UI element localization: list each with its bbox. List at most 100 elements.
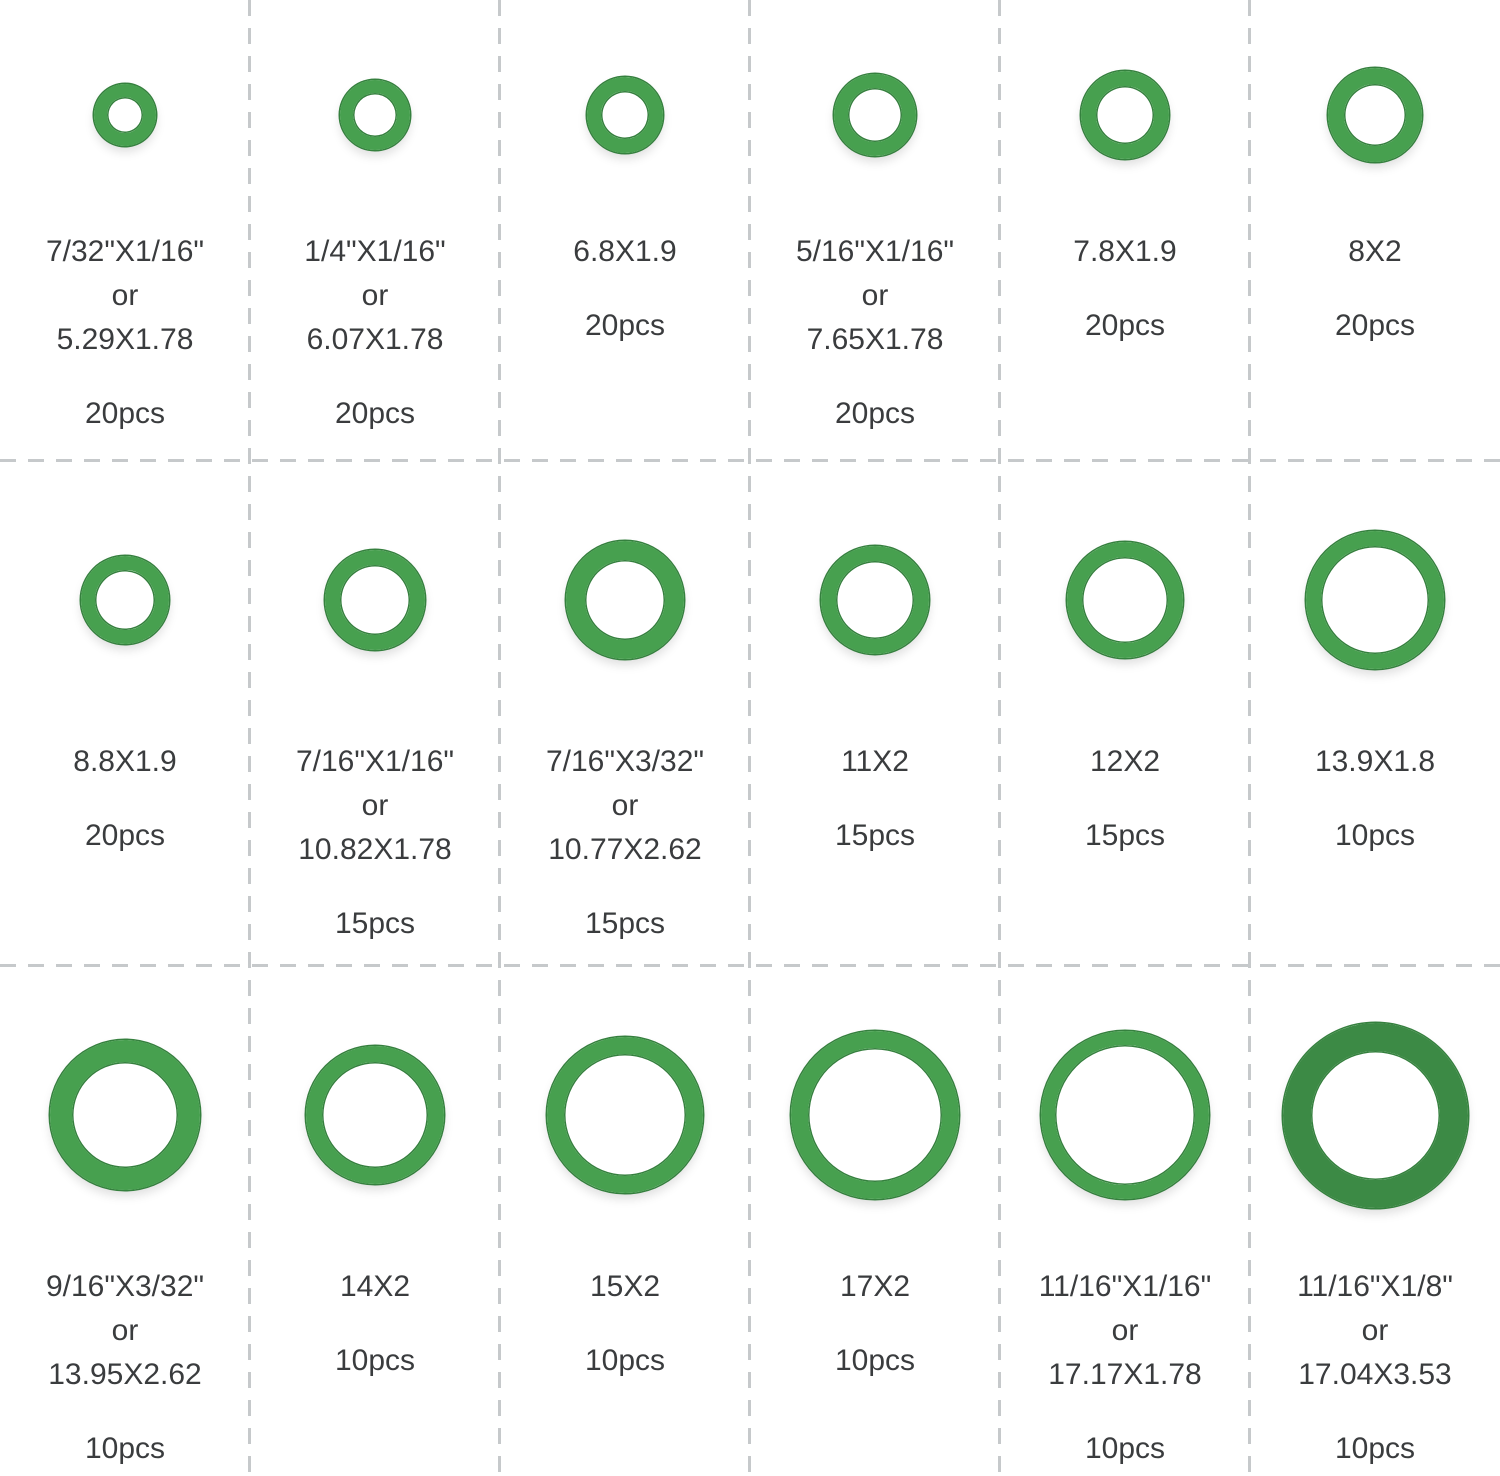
oring-cell: 7/16"X3/32" or 10.77X2.62 15pcs	[500, 460, 750, 965]
count-label: 20pcs	[1084, 309, 1166, 342]
size-metric: 7.65X1.78	[806, 323, 944, 356]
oring-label: 17X2 10pcs	[750, 1265, 1000, 1383]
oring-cell: 17X2 10pcs	[750, 965, 1000, 1476]
size-metric: 13.95X2.62	[48, 1358, 202, 1391]
count-label: 20pcs	[84, 819, 166, 852]
oring-icon	[791, 1031, 959, 1199]
oring-icon	[1328, 68, 1422, 162]
size-metric: 11X2	[841, 745, 909, 778]
oring-cell: 7.8X1.9 20pcs	[1000, 0, 1250, 460]
size-imperial: 7/32"X1/16"	[45, 235, 205, 268]
size-metric: 6.8X1.9	[573, 235, 677, 268]
oring-label: 11X2 15pcs	[750, 740, 1000, 858]
grid-divider-vertical	[998, 0, 1001, 1476]
count-label: 10pcs	[1084, 1432, 1166, 1465]
grid-divider-vertical	[248, 0, 251, 1476]
size-metric: 7.8X1.9	[1073, 235, 1177, 268]
oring-label: 11/16"X1/16" or 17.17X1.78 10pcs	[1000, 1265, 1250, 1471]
oring-label: 11/16"X1/8" or 17.04X3.53 10pcs	[1250, 1265, 1500, 1471]
oring-photo-area	[1000, 460, 1250, 740]
count-label: 20pcs	[584, 309, 666, 342]
or-text: or	[111, 1314, 139, 1347]
oring-photo-area	[0, 965, 250, 1265]
oring-icon	[1306, 531, 1444, 669]
oring-cell: 8.8X1.9 20pcs	[0, 460, 250, 965]
count-label: 10pcs	[1334, 1432, 1416, 1465]
oring-label: 12X2 15pcs	[1000, 740, 1250, 858]
oring-icon	[306, 1046, 444, 1184]
oring-cell: 7/32"X1/16" or 5.29X1.78 20pcs	[0, 0, 250, 460]
size-imperial: 9/16"X3/32"	[45, 1270, 205, 1303]
oring-label: 14X2 10pcs	[250, 1265, 500, 1383]
oring-photo-area	[250, 965, 500, 1265]
size-imperial: 11/16"X1/16"	[1038, 1270, 1212, 1303]
oring-icon	[94, 84, 156, 146]
grid-divider-horizontal	[0, 459, 1500, 462]
count-label: 15pcs	[834, 819, 916, 852]
count-label: 10pcs	[334, 1344, 416, 1377]
size-imperial: 1/4"X1/16"	[304, 235, 446, 268]
oring-icon	[566, 541, 684, 659]
or-text: or	[611, 789, 639, 822]
oring-cell: 8X2 20pcs	[1250, 0, 1500, 460]
or-text: or	[361, 279, 389, 312]
oring-label: 13.9X1.8 10pcs	[1250, 740, 1500, 858]
oring-icon	[340, 80, 410, 150]
size-imperial: 7/16"X1/16"	[295, 745, 455, 778]
oring-photo-area	[1250, 460, 1500, 740]
oring-cell: 13.9X1.8 10pcs	[1250, 460, 1500, 965]
oring-label: 15X2 10pcs	[500, 1265, 750, 1383]
oring-icon	[821, 546, 929, 654]
or-text: or	[1361, 1314, 1389, 1347]
count-label: 20pcs	[834, 397, 916, 430]
oring-cell: 12X2 15pcs	[1000, 460, 1250, 965]
oring-photo-area	[750, 965, 1000, 1265]
grid-divider-horizontal	[0, 964, 1500, 967]
oring-photo-area	[750, 0, 1000, 230]
size-metric: 17.17X1.78	[1048, 1358, 1202, 1391]
oring-label: 7/32"X1/16" or 5.29X1.78 20pcs	[0, 230, 250, 436]
grid-divider-vertical	[748, 0, 751, 1476]
grid-divider-vertical	[1248, 0, 1251, 1476]
oring-icon	[1041, 1031, 1209, 1199]
oring-cell: 15X2 10pcs	[500, 965, 750, 1476]
oring-label: 7/16"X3/32" or 10.77X2.62 15pcs	[500, 740, 750, 946]
count-label: 15pcs	[334, 907, 416, 940]
or-text: or	[111, 279, 139, 312]
oring-photo-area	[500, 460, 750, 740]
oring-icon	[834, 74, 916, 156]
oring-photo-area	[750, 460, 1000, 740]
oring-icon	[1067, 542, 1183, 658]
oring-photo-area	[1000, 0, 1250, 230]
oring-icon	[1282, 1022, 1468, 1208]
size-imperial: 5/16"X1/16"	[795, 235, 955, 268]
count-label: 10pcs	[584, 1344, 666, 1377]
oring-cell: 7/16"X1/16" or 10.82X1.78 15pcs	[250, 460, 500, 965]
oring-label: 8X2 20pcs	[1250, 230, 1500, 348]
oring-label: 9/16"X3/32" or 13.95X2.62 10pcs	[0, 1265, 250, 1471]
oring-photo-area	[1250, 965, 1500, 1265]
size-imperial: 11/16"X1/8"	[1297, 1270, 1453, 1303]
count-label: 20pcs	[334, 397, 416, 430]
oring-photo-area	[250, 0, 500, 230]
oring-icon	[81, 556, 169, 644]
count-label: 10pcs	[1334, 819, 1416, 852]
oring-icon	[325, 550, 425, 650]
size-metric: 10.77X2.62	[548, 833, 702, 866]
count-label: 10pcs	[834, 1344, 916, 1377]
oring-photo-area	[500, 965, 750, 1265]
grid-divider-vertical	[498, 0, 501, 1476]
count-label: 15pcs	[1084, 819, 1166, 852]
oring-label: 8.8X1.9 20pcs	[0, 740, 250, 858]
count-label: 20pcs	[84, 397, 166, 430]
size-metric: 13.9X1.8	[1314, 745, 1436, 778]
oring-icon	[547, 1037, 703, 1193]
oring-cell: 11/16"X1/8" or 17.04X3.53 10pcs	[1250, 965, 1500, 1476]
oring-cell: 9/16"X3/32" or 13.95X2.62 10pcs	[0, 965, 250, 1476]
or-text: or	[1111, 1314, 1139, 1347]
oring-cell: 11X2 15pcs	[750, 460, 1000, 965]
size-metric: 5.29X1.78	[56, 323, 194, 356]
count-label: 15pcs	[584, 907, 666, 940]
